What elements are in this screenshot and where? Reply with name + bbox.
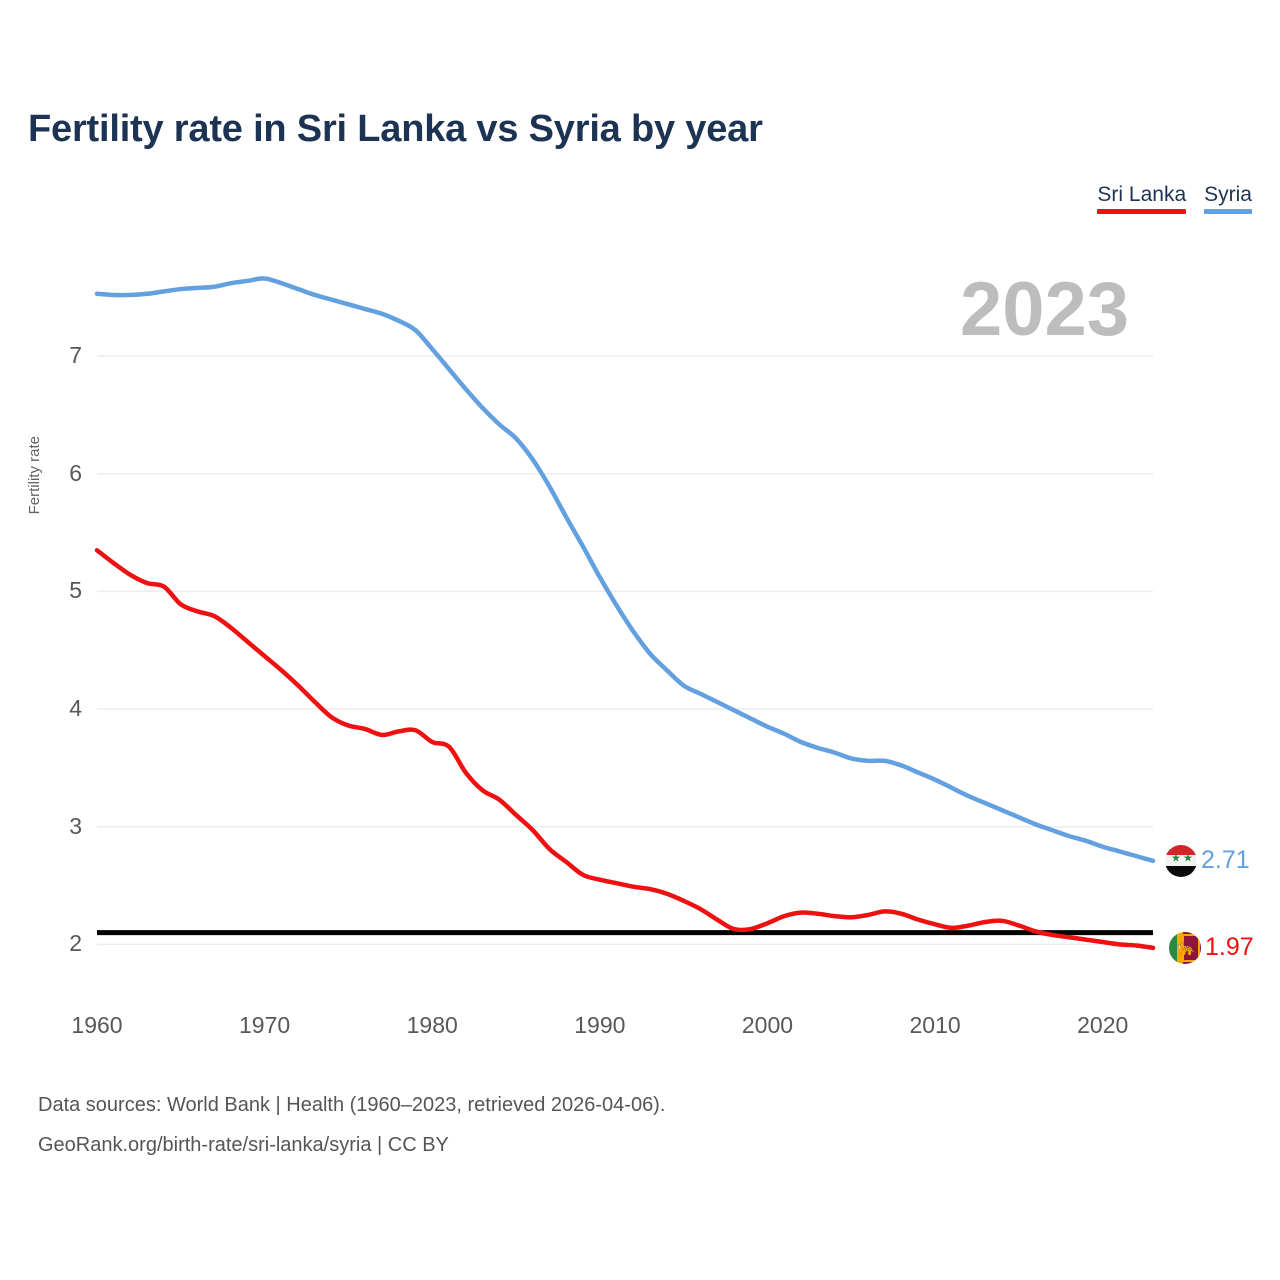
- chart-legend: Sri Lanka Syria: [1097, 183, 1252, 214]
- series-line-syria: [94, 276, 1156, 864]
- legend-swatch-syria: [1204, 209, 1252, 214]
- page-title: Fertility rate in Sri Lanka vs Syria by …: [28, 108, 763, 150]
- endpoint-value-sri-lanka: 1.97: [1205, 933, 1254, 962]
- y-tick-2: 2: [69, 930, 82, 957]
- endpoint-sri-lanka[interactable]: 🐆 1.97: [1169, 931, 1254, 964]
- y-tick-5: 5: [69, 577, 82, 604]
- sri-lanka-flag-icon: 🐆: [1169, 931, 1201, 964]
- y-tick-7: 7: [69, 342, 82, 369]
- series-line-sri-lanka: [94, 547, 1156, 951]
- year-watermark: 2023: [960, 267, 1130, 352]
- legend-label-syria: Syria: [1204, 183, 1252, 206]
- footer: Data sources: World Bank | Health (1960–…: [38, 1085, 665, 1165]
- x-tick-2010: 2010: [909, 1012, 961, 1038]
- endpoint-syria[interactable]: ★ ★ 2.71: [1165, 844, 1250, 877]
- x-tick-2020: 2020: [1077, 1012, 1129, 1038]
- x-tick-1980: 1980: [406, 1012, 458, 1038]
- y-tick-6: 6: [69, 459, 82, 486]
- legend-item-sri-lanka[interactable]: Sri Lanka: [1097, 183, 1187, 214]
- x-tick-2000: 2000: [741, 1012, 794, 1038]
- x-tick-1990: 1990: [574, 1012, 626, 1038]
- legend-item-syria[interactable]: Syria: [1204, 183, 1252, 214]
- legend-label-sri-lanka: Sri Lanka: [1097, 183, 1187, 206]
- legend-swatch-sri-lanka: [1097, 209, 1187, 214]
- x-tick-1970: 1970: [239, 1012, 291, 1038]
- syria-flag-icon: ★ ★: [1165, 844, 1197, 877]
- footer-line-attribution[interactable]: GeoRank.org/birth-rate/sri-lanka/syria |…: [38, 1134, 449, 1156]
- endpoint-value-syria: 2.71: [1201, 846, 1250, 875]
- y-tick-3: 3: [69, 812, 82, 839]
- x-tick-1960: 1960: [71, 1012, 123, 1038]
- gridlines: [97, 355, 1153, 946]
- footer-line-sources: Data sources: World Bank | Health (1960–…: [38, 1094, 666, 1116]
- y-tick-4: 4: [69, 695, 82, 722]
